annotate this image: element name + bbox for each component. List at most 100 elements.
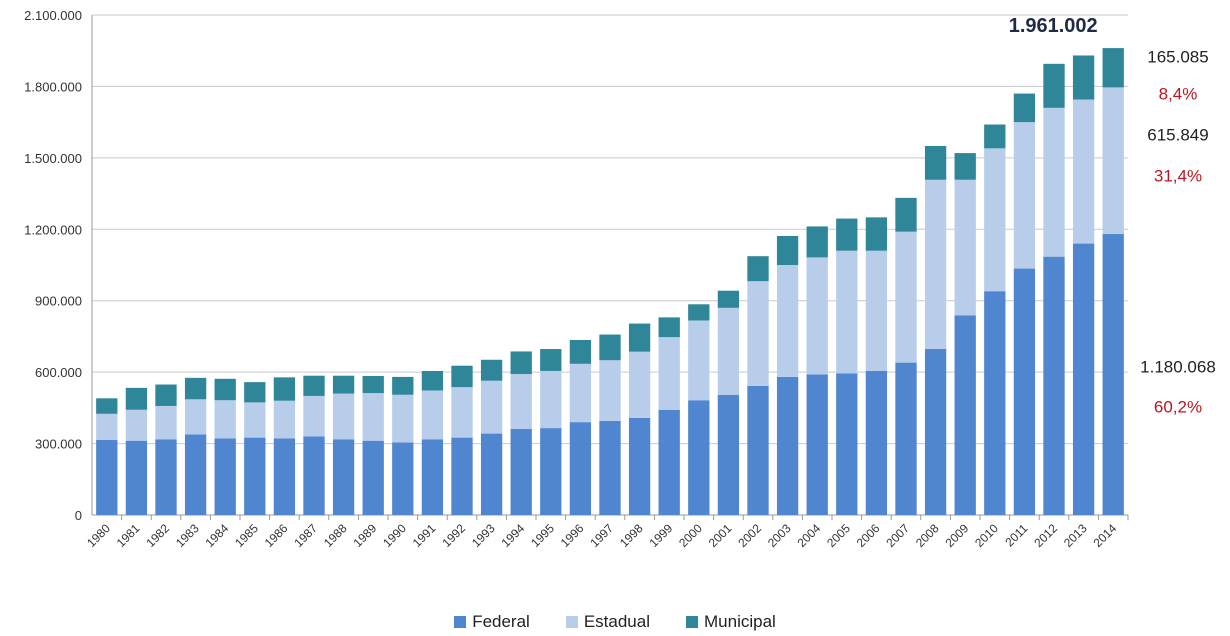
x-tick-label-1997: 1997 xyxy=(587,521,616,550)
x-tick-label-2009: 2009 xyxy=(943,521,972,550)
bar-municipal-2002 xyxy=(747,256,769,282)
y-tick-label-7: 2.100.000 xyxy=(24,8,82,23)
bar-federal-1987 xyxy=(303,436,325,515)
bar-estadual-2006 xyxy=(865,250,888,371)
bar-federal-2008 xyxy=(924,348,947,515)
legend: Federal Estadual Municipal xyxy=(0,612,1230,632)
x-tick-label-2001: 2001 xyxy=(706,521,735,550)
bar-federal-1985 xyxy=(244,437,266,515)
bar-municipal-1982 xyxy=(155,384,177,406)
y-tick-label-6: 1.800.000 xyxy=(24,79,82,94)
bar-federal-1982 xyxy=(155,439,177,515)
bar-municipal-1988 xyxy=(332,375,355,394)
bar-federal-1992 xyxy=(451,437,473,515)
x-tick-label-2002: 2002 xyxy=(735,521,764,550)
total-label: 1.961.002 xyxy=(1009,15,1098,37)
bar-estadual-1991 xyxy=(421,390,444,440)
bar-federal-2010 xyxy=(984,291,1006,515)
x-tick-label-2007: 2007 xyxy=(883,521,912,550)
bar-federal-1999 xyxy=(658,409,680,515)
bar-federal-1998 xyxy=(628,417,651,515)
bar-federal-2012 xyxy=(1043,256,1065,515)
bar-municipal-2012 xyxy=(1043,63,1065,108)
x-tick-label-1983: 1983 xyxy=(173,521,202,550)
x-tick-label-2013: 2013 xyxy=(1061,521,1090,550)
bar-municipal-2005 xyxy=(836,218,858,251)
x-tick-label-1982: 1982 xyxy=(143,521,172,550)
x-tick-label-1992: 1992 xyxy=(439,521,468,550)
x-tick-label-1984: 1984 xyxy=(203,521,232,550)
x-tick-label-2004: 2004 xyxy=(795,521,824,550)
bar-federal-2003 xyxy=(776,376,799,515)
bar-estadual-2000 xyxy=(688,320,710,401)
bar-municipal-2009 xyxy=(954,153,976,180)
bar-estadual-2010 xyxy=(984,148,1006,292)
bar-estadual-1982 xyxy=(155,405,177,440)
x-tick-label-2003: 2003 xyxy=(765,521,794,550)
bar-federal-2004 xyxy=(806,374,828,515)
bar-municipal-1980 xyxy=(96,398,118,414)
x-tick-label-2005: 2005 xyxy=(824,521,853,550)
bar-federal-1984 xyxy=(214,438,236,515)
y-tick-label-3: 900.000 xyxy=(35,294,82,309)
x-tick-label-1981: 1981 xyxy=(114,521,143,550)
bar-municipal-1993 xyxy=(480,359,503,381)
legend-swatch-federal xyxy=(454,616,467,628)
legend-label-federal: Federal xyxy=(472,612,530,631)
x-tick-label-1995: 1995 xyxy=(528,521,557,550)
bar-municipal-2004 xyxy=(806,226,828,258)
federal-value-label: 1.180.068 xyxy=(1140,358,1216,377)
bar-municipal-1999 xyxy=(658,317,680,338)
bar-municipal-1998 xyxy=(628,323,651,352)
bar-estadual-1999 xyxy=(658,337,680,410)
legend-item-estadual: Estadual xyxy=(565,612,650,632)
bar-federal-2001 xyxy=(717,394,740,515)
x-tick-label-1989: 1989 xyxy=(351,521,380,550)
bar-federal-1997 xyxy=(599,420,621,515)
bar-municipal-2006 xyxy=(865,217,888,251)
bar-federal-1983 xyxy=(184,434,207,515)
bar-municipal-2008 xyxy=(924,145,947,180)
bar-municipal-1987 xyxy=(303,375,325,396)
bar-federal-2013 xyxy=(1072,243,1095,516)
bar-municipal-2000 xyxy=(688,304,710,321)
x-tick-label-1986: 1986 xyxy=(262,521,291,550)
bar-estadual-1985 xyxy=(244,402,266,438)
bar-estadual-1990 xyxy=(392,394,414,443)
municipal-value-label: 165.085 xyxy=(1147,48,1208,67)
x-tick-label-1998: 1998 xyxy=(617,521,646,550)
y-tick-label-2: 600.000 xyxy=(35,365,82,380)
bar-municipal-1995 xyxy=(540,349,562,371)
x-tick-label-1994: 1994 xyxy=(499,521,528,550)
bar-federal-1981 xyxy=(125,440,148,515)
bar-federal-2009 xyxy=(954,315,976,515)
bar-estadual-2004 xyxy=(806,257,828,375)
x-tick-label-2010: 2010 xyxy=(972,521,1001,550)
stacked-bar-chart: 0 300.000 600.000 900.000 1.200.000 1.500.000… xyxy=(24,8,1216,550)
bar-municipal-2003 xyxy=(776,235,799,265)
bar-estadual-1993 xyxy=(480,380,503,434)
bar-federal-1980 xyxy=(96,440,118,515)
bar-municipal-1996 xyxy=(569,340,592,364)
municipal-percent-label: 8,4% xyxy=(1159,85,1198,104)
x-tick-label-2011: 2011 xyxy=(1002,521,1030,549)
bar-federal-1991 xyxy=(421,439,444,515)
y-tick-label-5: 1.500.000 xyxy=(24,151,82,166)
bar-estadual-2003 xyxy=(776,265,799,377)
bar-municipal-1984 xyxy=(214,378,236,401)
y-tick-label-4: 1.200.000 xyxy=(24,222,82,237)
legend-swatch-estadual xyxy=(565,616,578,628)
bar-estadual-2007 xyxy=(895,231,917,363)
bar-estadual-1996 xyxy=(569,363,592,423)
bar-municipal-1983 xyxy=(184,377,207,400)
legend-swatch-municipal xyxy=(686,616,698,628)
bar-federal-1989 xyxy=(362,440,384,515)
x-tick-label-1999: 1999 xyxy=(647,521,676,550)
x-tick-label-1988: 1988 xyxy=(321,521,350,550)
bar-estadual-1997 xyxy=(599,360,621,421)
bar-estadual-2001 xyxy=(717,307,740,395)
y-tick-label-1: 300.000 xyxy=(35,437,82,452)
bar-federal-1995 xyxy=(540,428,562,515)
bar-estadual-1988 xyxy=(332,393,355,440)
